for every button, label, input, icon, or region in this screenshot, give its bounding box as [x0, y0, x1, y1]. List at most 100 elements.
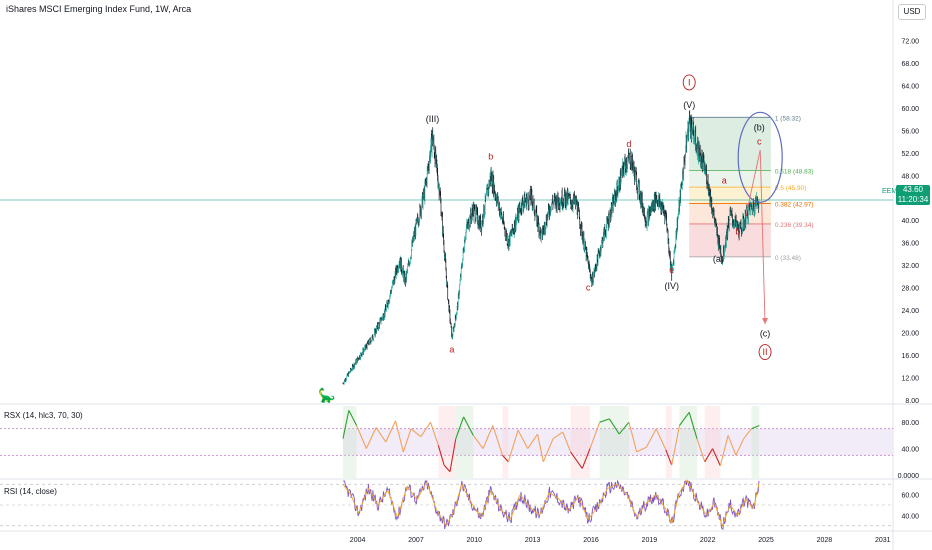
rsx-line-segment: [463, 416, 474, 436]
price-axis-tick: 68.00: [901, 61, 919, 68]
rsi-pane-label[interactable]: RSI (14, close): [4, 487, 57, 496]
rsx-line-segment: [472, 435, 484, 449]
price-axis-tick: 20.00: [901, 331, 919, 338]
rsx-os-shade: [449, 406, 456, 478]
wave-label: d: [626, 139, 631, 149]
price-bars: [342, 110, 760, 385]
rsx-os-shade: [502, 406, 509, 478]
rsx-axis-tick: 40.00: [901, 447, 919, 454]
rsx-line-segment: [482, 425, 494, 449]
wave-label: c: [586, 282, 591, 292]
wave-label: e: [669, 265, 674, 275]
rsx-line-segment: [455, 416, 465, 439]
rsx-os-shade: [704, 406, 713, 478]
tradingview-logo-icon: 🦕: [318, 387, 336, 403]
rsx-line-segment: [356, 425, 367, 449]
wave-label: (III): [426, 114, 440, 124]
fib-level-label: 0.618 (48.83): [775, 169, 814, 176]
rsx-line-segment: [618, 421, 630, 435]
rsx-ob-shade: [455, 406, 464, 478]
rsx-line-segment: [751, 424, 760, 430]
rsx-line-segment: [536, 433, 544, 462]
rsx-ob-shade: [343, 406, 349, 478]
currency-button[interactable]: USD: [898, 4, 926, 20]
wave-label: I: [688, 77, 691, 87]
wave-label: b: [488, 152, 493, 162]
chart-title: iShares MSCI Emerging Index Fund, 1W, Ar…: [6, 4, 192, 14]
rsx-line-segment: [743, 428, 752, 440]
rsx-line-segment: [527, 433, 538, 449]
rsx-ob-shade: [679, 406, 690, 478]
rsx-line-segment: [410, 428, 422, 438]
fib-zone: [689, 170, 771, 188]
rsx-line-segment: [696, 438, 706, 462]
rsx-axis-tick: 80.00: [901, 420, 919, 427]
rsx-line-segment: [671, 425, 681, 466]
time-axis-tick: 2031: [875, 537, 891, 544]
ticker-tag: EEM: [882, 188, 898, 195]
rsx-pane-label[interactable]: RSX (14, hlc3, 70, 30): [4, 411, 83, 420]
price-axis-tick: 24.00: [901, 308, 919, 315]
wave-label: II: [763, 347, 768, 357]
price-axis-tick: 16.00: [901, 353, 919, 360]
rsx-os-shade: [438, 406, 445, 478]
rsx-os-shade: [570, 406, 583, 478]
rsx-ob-shade: [619, 406, 629, 478]
rsx-line-segment: [342, 410, 350, 439]
rsx-line-segment: [719, 435, 729, 466]
rsi-axis-tick: 60.00: [901, 493, 919, 500]
rsx-line-segment: [628, 422, 638, 453]
rsx-line-segment: [712, 448, 721, 466]
wave-label: a: [722, 176, 727, 186]
last-price-badge: 43.60 11:20:34: [896, 185, 930, 205]
rsx-line-segment: [589, 422, 601, 449]
fib-level-label: 0.382 (42.97): [775, 202, 814, 209]
wave-label: (b): [754, 122, 765, 132]
wave-label: (c): [760, 329, 771, 339]
price-axis-tick: 72.00: [901, 38, 919, 45]
rsx-line-segment: [665, 449, 673, 466]
rsx-os-shade: [665, 406, 672, 478]
rsx-axis-tick: 0.0000: [898, 473, 920, 480]
price-axis-tick: 36.00: [901, 241, 919, 248]
rsx-line-segment: [517, 429, 529, 449]
rsx-line-segment: [609, 418, 620, 435]
rsx-line-segment: [655, 428, 667, 451]
price-axis-tick: 40.00: [901, 218, 919, 225]
projection-path: [745, 149, 766, 325]
price-axis-tick: 28.00: [901, 286, 919, 293]
rsx-line-segment: [727, 435, 737, 456]
time-axis-tick: 2019: [642, 537, 658, 544]
target-ellipse: [737, 111, 783, 203]
price-axis-tick: 60.00: [901, 106, 919, 113]
rsx-ob-shade: [463, 406, 474, 478]
time-axis-tick: 2022: [700, 537, 716, 544]
bar-countdown: 11:20:34: [897, 195, 929, 204]
price-axis-tick: 56.00: [901, 128, 919, 135]
fib-level-label: 0.5 (45.90): [775, 185, 806, 192]
rsx-line-segment: [552, 431, 564, 440]
rsx-line-segment: [385, 420, 397, 443]
rsx-line-segment: [735, 438, 745, 456]
rsx-line-segment: [420, 421, 431, 438]
rsx-line-segment: [507, 429, 519, 462]
rsx-line-segment: [688, 412, 698, 439]
price-axis-tick: 48.00: [901, 173, 919, 180]
wave-label: (V): [683, 100, 695, 110]
rsx-os-shade: [582, 406, 591, 478]
rsx-line-segment: [365, 427, 377, 449]
rsx-line-segment: [704, 448, 714, 463]
price-axis-tick: 52.00: [901, 151, 919, 158]
rsx-line-segment: [402, 428, 412, 453]
time-axis-tick: 2007: [408, 537, 424, 544]
rsi-ma-line: [342, 479, 760, 528]
rsx-ob-shade: [689, 406, 697, 478]
time-axis-tick: 2016: [583, 537, 599, 544]
rsx-os-shade: [712, 406, 721, 478]
rsx-line-segment: [645, 428, 657, 448]
fib-zone: [689, 223, 771, 257]
rsx-line-segment: [562, 431, 572, 453]
rsx-line-segment: [679, 411, 690, 426]
